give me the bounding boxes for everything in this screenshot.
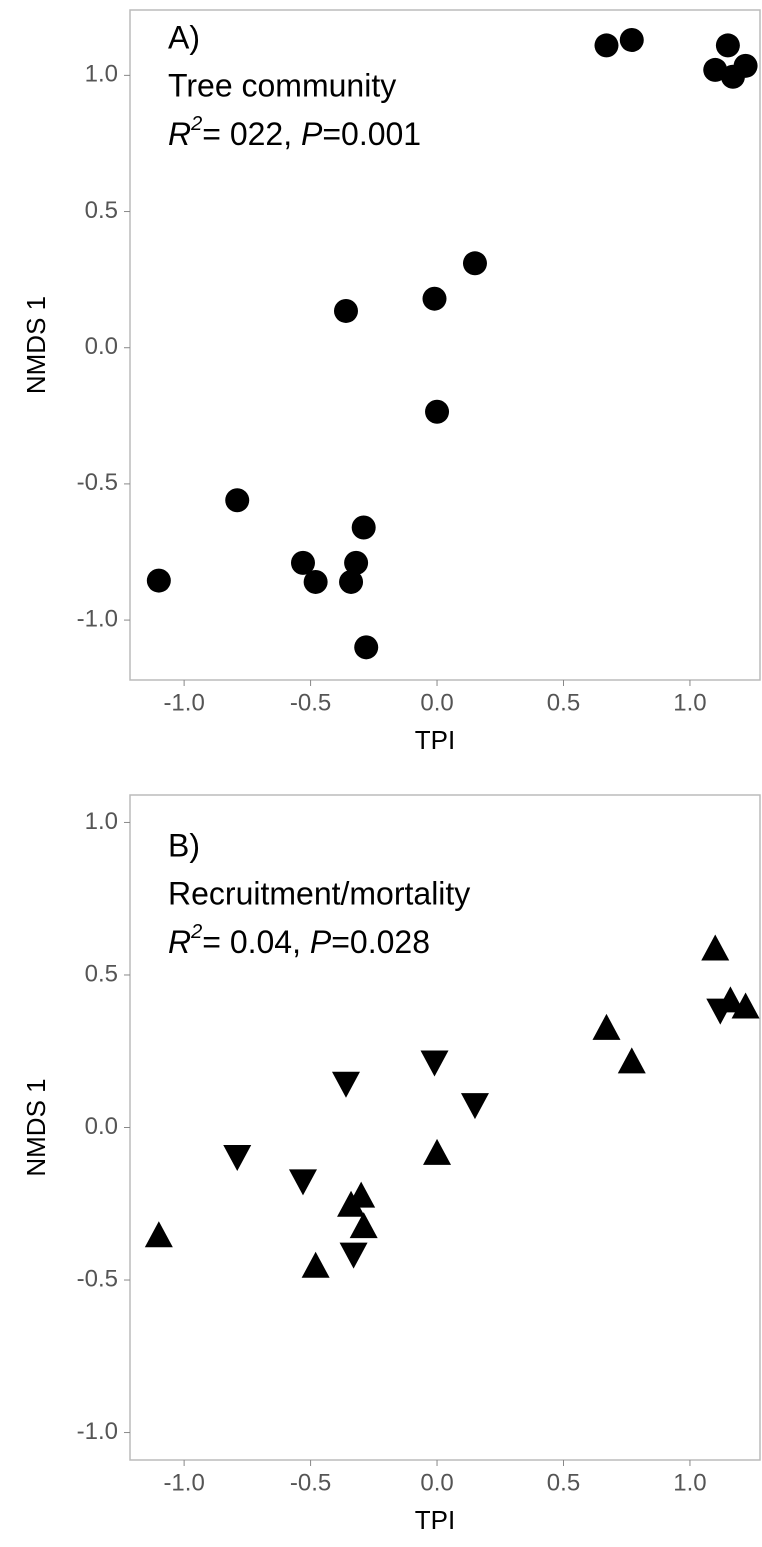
x-tick-label: -1.0: [163, 689, 204, 716]
point: [144, 1221, 173, 1248]
y-tick-label: 1.0: [85, 808, 118, 835]
panel-stats: R2= 0.04, P=0.028: [168, 921, 430, 960]
y-tick-label: 0.5: [85, 960, 118, 987]
x-tick-label: 1.0: [673, 1469, 706, 1496]
panel-subtitle: Recruitment/mortality: [168, 875, 470, 911]
point: [423, 1138, 452, 1165]
stats-part: =0.001: [322, 116, 421, 152]
plot-frame: [129, 9, 761, 681]
y-tick-label: -0.5: [77, 1265, 118, 1292]
point: [344, 550, 369, 575]
point: [347, 1181, 376, 1208]
stats-part: = 022,: [202, 116, 301, 152]
stats-part: 2: [190, 921, 202, 943]
x-tick-label: -0.5: [290, 1469, 331, 1496]
y-tick-label: -1.0: [77, 605, 118, 632]
point: [223, 1145, 252, 1172]
panel-label: B): [168, 827, 200, 863]
stats-part: 2: [190, 113, 202, 135]
point: [425, 399, 450, 424]
stats-part: = 0.04,: [202, 924, 310, 960]
point: [146, 568, 171, 593]
x-tick-label: 0.5: [547, 689, 580, 716]
stats-part: P: [301, 116, 323, 152]
y-axis-label: NMDS 1: [21, 1078, 51, 1176]
point: [731, 992, 760, 1019]
point: [619, 27, 644, 52]
x-tick-label: 0.0: [420, 689, 453, 716]
y-tick-label: 0.5: [85, 197, 118, 224]
point: [701, 934, 730, 961]
point: [420, 1050, 449, 1077]
x-tick-label: -1.0: [163, 1469, 204, 1496]
point: [339, 569, 364, 594]
point: [354, 635, 379, 660]
stats-part: R: [168, 924, 191, 960]
point: [333, 298, 358, 323]
y-tick-label: 0.0: [85, 1113, 118, 1140]
stats-part: R: [168, 116, 191, 152]
x-tick-label: -0.5: [290, 689, 331, 716]
point: [733, 53, 758, 78]
point: [594, 33, 619, 58]
point: [715, 33, 740, 58]
x-axis-label: TPI: [415, 725, 455, 755]
point: [303, 569, 328, 594]
panel-stats: R2= 022, P=0.001: [168, 113, 421, 152]
y-axis-label: NMDS 1: [21, 296, 51, 394]
x-tick-label: 0.0: [420, 1469, 453, 1496]
x-tick-label: 1.0: [673, 689, 706, 716]
point: [225, 488, 250, 513]
y-tick-label: 1.0: [85, 61, 118, 88]
x-axis-label: TPI: [415, 1505, 455, 1535]
x-tick-label: 0.5: [547, 1469, 580, 1496]
panel-subtitle: Tree community: [168, 67, 396, 103]
point: [349, 1212, 378, 1239]
point: [331, 1071, 360, 1098]
point: [592, 1013, 621, 1040]
panel-label: A): [168, 19, 200, 55]
y-tick-label: 0.0: [85, 333, 118, 360]
y-tick-label: -1.0: [77, 1418, 118, 1445]
point: [339, 1242, 368, 1269]
point: [716, 986, 745, 1013]
point: [288, 1169, 317, 1196]
point: [290, 550, 315, 575]
point: [462, 251, 487, 276]
point: [422, 286, 447, 311]
y-tick-label: -0.5: [77, 469, 118, 496]
stats-part: =0.028: [331, 924, 430, 960]
stats-part: P: [310, 924, 332, 960]
point: [460, 1093, 489, 1120]
point: [617, 1047, 646, 1074]
point: [351, 515, 376, 540]
point: [301, 1251, 330, 1278]
